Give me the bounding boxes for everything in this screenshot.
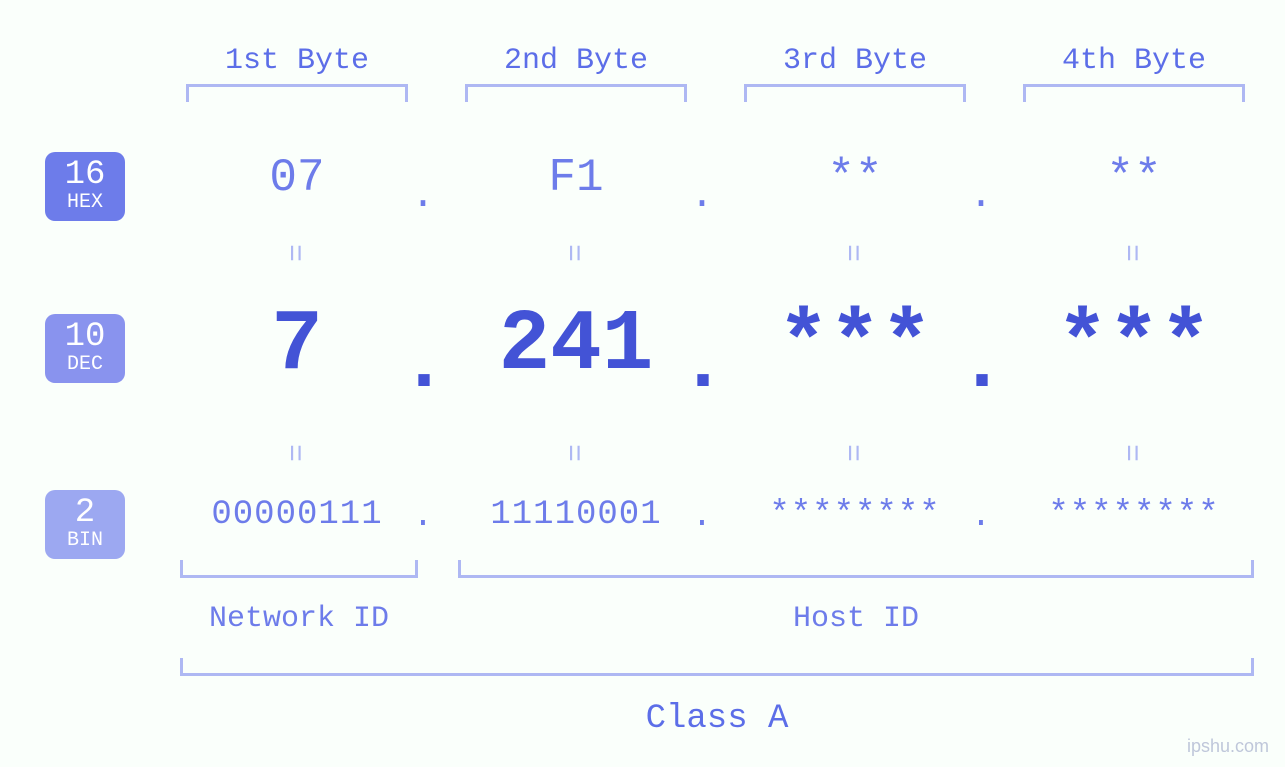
top-bracket-4 (1023, 84, 1245, 102)
top-bracket-1 (186, 84, 408, 102)
byte-header-4: 4th Byte (1009, 44, 1259, 78)
eq-dec-bin-2: = (555, 444, 589, 462)
bin-dot-3: . (966, 498, 996, 536)
eq-dec-bin-3: = (834, 444, 868, 462)
dec-badge: 10 DEC (45, 314, 125, 383)
host-id-label: Host ID (458, 602, 1254, 636)
dec-badge-base: 10 (45, 320, 125, 356)
hex-dot-1: . (408, 174, 438, 219)
eq-hex-dec-4: = (1113, 244, 1147, 262)
dec-dot-2: . (679, 320, 725, 411)
bin-byte-1: 00000111 (172, 496, 422, 534)
hex-byte-1: 07 (172, 152, 422, 204)
bin-badge: 2 BIN (45, 490, 125, 559)
hex-badge-name: HEX (45, 192, 125, 213)
dec-byte-4: *** (1009, 296, 1259, 394)
byte-header-2: 2nd Byte (451, 44, 701, 78)
hex-byte-4: ** (1009, 152, 1259, 204)
byte-header-1: 1st Byte (172, 44, 422, 78)
bin-badge-name: BIN (45, 530, 125, 551)
dec-byte-3: *** (730, 296, 980, 394)
bin-badge-base: 2 (45, 496, 125, 532)
dec-byte-2: 241 (451, 296, 701, 394)
hex-badge-base: 16 (45, 158, 125, 194)
hex-dot-2: . (687, 174, 717, 219)
class-bracket (180, 658, 1254, 676)
bin-byte-4: ******** (1009, 496, 1259, 534)
top-bracket-3 (744, 84, 966, 102)
hex-dot-3: . (966, 174, 996, 219)
dec-dot-3: . (958, 320, 1004, 411)
eq-hex-dec-1: = (276, 244, 310, 262)
hex-badge: 16 HEX (45, 152, 125, 221)
dec-badge-name: DEC (45, 354, 125, 375)
hex-byte-2: F1 (451, 152, 701, 204)
bin-dot-2: . (687, 498, 717, 536)
ip-address-diagram: 1st Byte 2nd Byte 3rd Byte 4th Byte 16 H… (0, 0, 1285, 767)
bin-dot-1: . (408, 498, 438, 536)
top-bracket-2 (465, 84, 687, 102)
eq-hex-dec-2: = (555, 244, 589, 262)
network-id-bracket (180, 560, 418, 578)
class-label: Class A (180, 700, 1254, 738)
eq-dec-bin-1: = (276, 444, 310, 462)
dec-byte-1: 7 (172, 296, 422, 394)
host-id-bracket (458, 560, 1254, 578)
bin-byte-3: ******** (730, 496, 980, 534)
dec-dot-1: . (400, 320, 446, 411)
eq-hex-dec-3: = (834, 244, 868, 262)
bin-byte-2: 11110001 (451, 496, 701, 534)
eq-dec-bin-4: = (1113, 444, 1147, 462)
network-id-label: Network ID (180, 602, 418, 636)
byte-header-3: 3rd Byte (730, 44, 980, 78)
watermark: ipshu.com (1187, 736, 1269, 757)
hex-byte-3: ** (730, 152, 980, 204)
